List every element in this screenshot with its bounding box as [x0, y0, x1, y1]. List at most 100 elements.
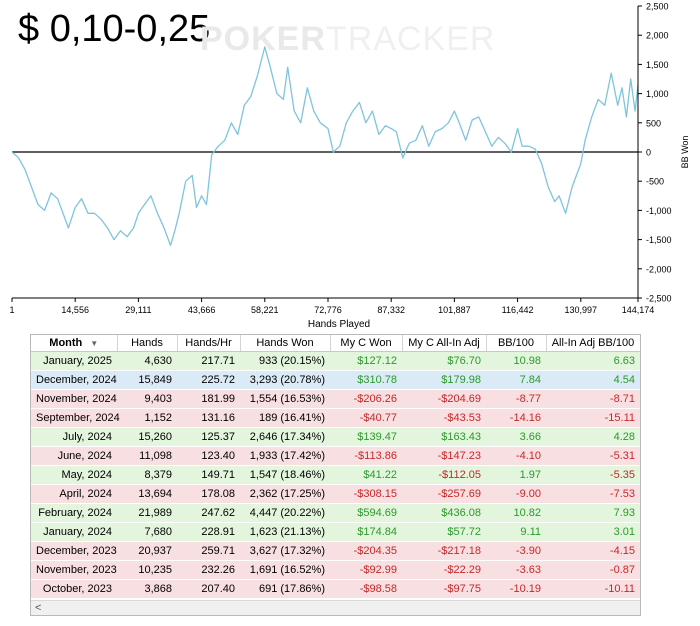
cell-hands-won: 2,646 (17.34%)	[240, 427, 330, 447]
cell-month: January, 2024	[31, 522, 117, 542]
cell-my-c-all-in-adj: -$204.69	[402, 389, 486, 409]
cell-all-in-adj-bb-100: 3.01	[546, 522, 640, 542]
cell-my-c-won: -$308.15	[330, 484, 402, 504]
cell-bb-100: 10.98	[486, 351, 546, 371]
cell-hands-won: 1,933 (17.42%)	[240, 446, 330, 466]
table-row[interactable]: June, 2024 11,098 123.40 1,933 (17.42%) -$11…	[31, 446, 640, 466]
table-row[interactable]: May, 2024 8,379 149.71 1,547 (18.46%) $41.22…	[31, 465, 640, 485]
cell-bb-100: 9.11	[486, 522, 546, 542]
cell-my-c-all-in-adj: -$97.75	[402, 579, 486, 599]
cell-all-in-adj-bb-100: -5.35	[546, 465, 640, 485]
cell-hands-hr: 123.40	[177, 446, 240, 466]
column-header-all-in-adj-bb-100[interactable]: All-In Adj BB/100	[546, 335, 640, 352]
bb-won-line	[11, 46, 639, 247]
cell-month: November, 2023	[31, 560, 117, 580]
y-tick-label: 0	[646, 148, 651, 158]
cell-all-in-adj-bb-100: 6.63	[546, 351, 640, 371]
table-row[interactable]: April, 2024 13,694 178.08 2,362 (17.25%) -$3…	[31, 484, 640, 504]
cell-bb-100: 3.66	[486, 427, 546, 447]
cell-all-in-adj-bb-100: -10.11	[546, 579, 640, 599]
cell-bb-100: 1.97	[486, 465, 546, 485]
cell-all-in-adj-bb-100: -5.31	[546, 446, 640, 466]
cell-hands-hr: 259.71	[177, 541, 240, 561]
cell-bb-100: -9.00	[486, 484, 546, 504]
cell-my-c-all-in-adj: -$147.23	[402, 446, 486, 466]
monthly-results-table: Month ▼ Hands Hands/Hr Hands Won My C Won My C…	[30, 334, 641, 616]
cell-hands-hr: 228.91	[177, 522, 240, 542]
table-row[interactable]: January, 2024 7,680 228.91 1,623 (21.13%) $1…	[31, 522, 640, 542]
cell-month: January, 2025	[31, 351, 117, 371]
cell-my-c-won: $594.69	[330, 503, 402, 523]
cell-my-c-won: $41.22	[330, 465, 402, 485]
cell-hands: 11,098	[117, 446, 177, 466]
table-row[interactable]: November, 2023 10,235 232.26 1,691 (16.52%)…	[31, 560, 640, 580]
cell-hands-hr: 217.71	[177, 351, 240, 371]
cell-hands-won: 4,447 (20.22%)	[240, 503, 330, 523]
cell-hands: 15,849	[117, 370, 177, 390]
stake-title: $ 0,10-0,25	[18, 8, 211, 50]
cell-my-c-all-in-adj: $163.43	[402, 427, 486, 447]
cell-month: December, 2024	[31, 370, 117, 390]
table-row[interactable]: September, 2024 1,152 131.16 189 (16.41%) -$…	[31, 408, 640, 428]
cell-all-in-adj-bb-100: 7.93	[546, 503, 640, 523]
y-tick-label: 2,000	[646, 31, 669, 41]
cell-bb-100: -8.77	[486, 389, 546, 409]
x-tick-label: 14,556	[61, 305, 89, 315]
x-tick-label: 72,776	[314, 305, 342, 315]
cell-bb-100: -10.19	[486, 579, 546, 599]
cell-month: May, 2024	[31, 465, 117, 485]
cell-bb-100: 10.82	[486, 503, 546, 523]
sort-desc-icon[interactable]: ▼	[90, 339, 99, 348]
column-header-my-c-won[interactable]: My C Won	[330, 335, 403, 352]
x-tick-label: 29,111	[125, 305, 151, 315]
x-tick-label: 144,174	[622, 305, 655, 315]
cell-bb-100: -14.16	[486, 408, 546, 428]
column-header-month[interactable]: Month ▼	[31, 335, 118, 352]
cell-month: September, 2024	[31, 408, 120, 428]
cell-month: November, 2024	[31, 389, 117, 409]
column-header-hands-won[interactable]: Hands Won	[240, 335, 331, 352]
cell-hands: 4,630	[117, 351, 177, 371]
horizontal-scrollbar[interactable]: <	[31, 600, 640, 615]
cell-hands-hr: 131.16	[177, 408, 240, 428]
cell-all-in-adj-bb-100: -0.87	[546, 560, 640, 580]
cell-my-c-won: $127.12	[330, 351, 402, 371]
cell-bb-100: 7.84	[486, 370, 546, 390]
cell-my-c-won: -$113.86	[330, 446, 402, 466]
column-header-my-c-all-in-adj[interactable]: My C All-In Adj	[402, 335, 487, 352]
column-header-hands[interactable]: Hands	[117, 335, 178, 352]
cell-hands-won: 2,362 (17.25%)	[240, 484, 330, 504]
table-row[interactable]: December, 2023 20,937 259.71 3,627 (17.32%)…	[31, 541, 640, 561]
cell-hands-won: 3,293 (20.78%)	[240, 370, 330, 390]
watermark-part-b: TRACKER	[325, 20, 496, 58]
y-tick-label: -2,000	[646, 264, 672, 274]
cell-hands-hr: 232.26	[177, 560, 240, 580]
y-tick-label: -2,500	[646, 294, 672, 304]
table-row[interactable]: October, 2023 3,868 207.40 691 (17.86%) -$98…	[31, 579, 640, 599]
y-tick-label: -500	[646, 177, 664, 187]
x-tick-label: 1	[9, 305, 14, 315]
cell-hands-hr: 178.08	[177, 484, 240, 504]
table-row[interactable]: November, 2024 9,403 181.99 1,554 (16.53%) -…	[31, 389, 640, 409]
cell-my-c-all-in-adj: -$112.05	[402, 465, 486, 485]
table-row[interactable]: January, 2025 4,630 217.71 933 (20.15%) $127…	[31, 351, 640, 371]
cell-hands-hr: 247.62	[177, 503, 240, 523]
cell-hands: 7,680	[117, 522, 177, 542]
cell-hands-hr: 125.37	[177, 427, 240, 447]
y-tick-label: 1,000	[646, 89, 669, 99]
cell-month: December, 2023	[31, 541, 117, 561]
cell-bb-100: -3.90	[486, 541, 546, 561]
table-row[interactable]: February, 2024 21,989 247.62 4,447 (20.22%)…	[31, 503, 640, 523]
cell-hands: 10,235	[117, 560, 177, 580]
cell-bb-100: -3.63	[486, 560, 546, 580]
column-header-hands-hr[interactable]: Hands/Hr	[177, 335, 241, 352]
x-axis-label: Hands Played	[308, 319, 370, 330]
cell-hands-hr: 207.40	[177, 579, 240, 599]
cell-hands-won: 189 (16.41%)	[240, 408, 330, 428]
table-row[interactable]: December, 2024 15,849 225.72 3,293 (20.78%)…	[31, 370, 640, 390]
column-header-bb-100[interactable]: BB/100	[486, 335, 547, 352]
table-row[interactable]: July, 2024 15,260 125.37 2,646 (17.34%) $139…	[31, 427, 640, 447]
watermark-part-a: POKER	[200, 20, 326, 58]
cell-my-c-all-in-adj: -$257.69	[402, 484, 486, 504]
scroll-left-icon[interactable]: <	[35, 602, 42, 614]
